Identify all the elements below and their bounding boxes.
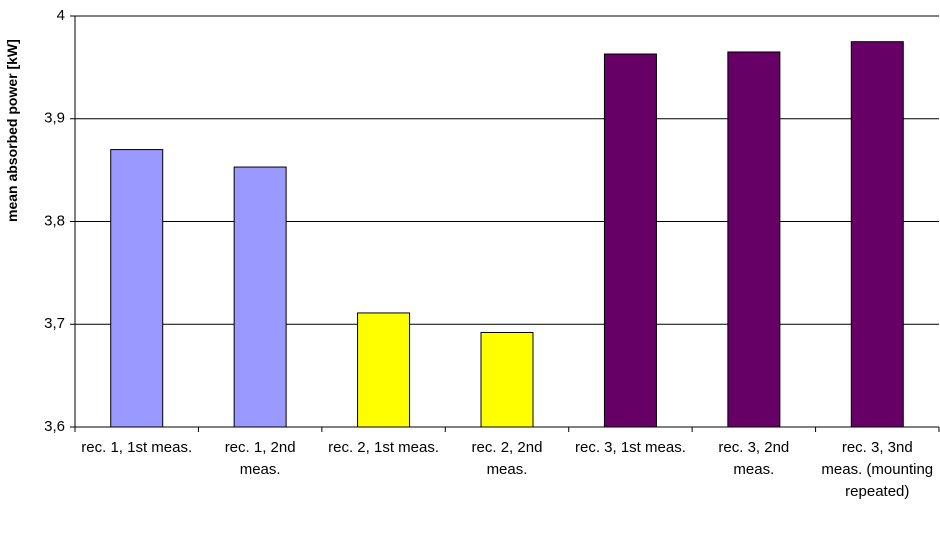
x-tick-label: rec. 1, 2nd meas. [224, 439, 296, 478]
x-tick-label: rec. 3, 2nd meas. [718, 439, 790, 478]
y-axis-title: mean absorbed power [kW] [4, 39, 20, 222]
bar [233, 166, 287, 428]
bar [850, 41, 904, 428]
x-tick-label: rec. 2, 1st meas. [328, 439, 439, 456]
y-tick-label: 3,8 [44, 212, 65, 229]
y-tick-label: 3,7 [44, 315, 65, 332]
x-tick-label: rec. 2, 2nd meas. [471, 439, 543, 478]
y-tick-label: 3,6 [44, 418, 65, 435]
y-tick-label: 3,9 [44, 110, 65, 127]
bar [480, 331, 534, 428]
x-tick-label: rec. 1, 1st meas. [81, 439, 193, 456]
bar [110, 149, 164, 428]
x-tick-label: rec. 3, 3nd meas. (mounting repeated) [821, 439, 934, 500]
bar [357, 312, 411, 428]
y-tick-label: 4 [57, 7, 65, 24]
bar [603, 53, 657, 428]
bar [727, 51, 781, 428]
x-tick-label: rec. 3, 1st meas. [574, 439, 686, 456]
